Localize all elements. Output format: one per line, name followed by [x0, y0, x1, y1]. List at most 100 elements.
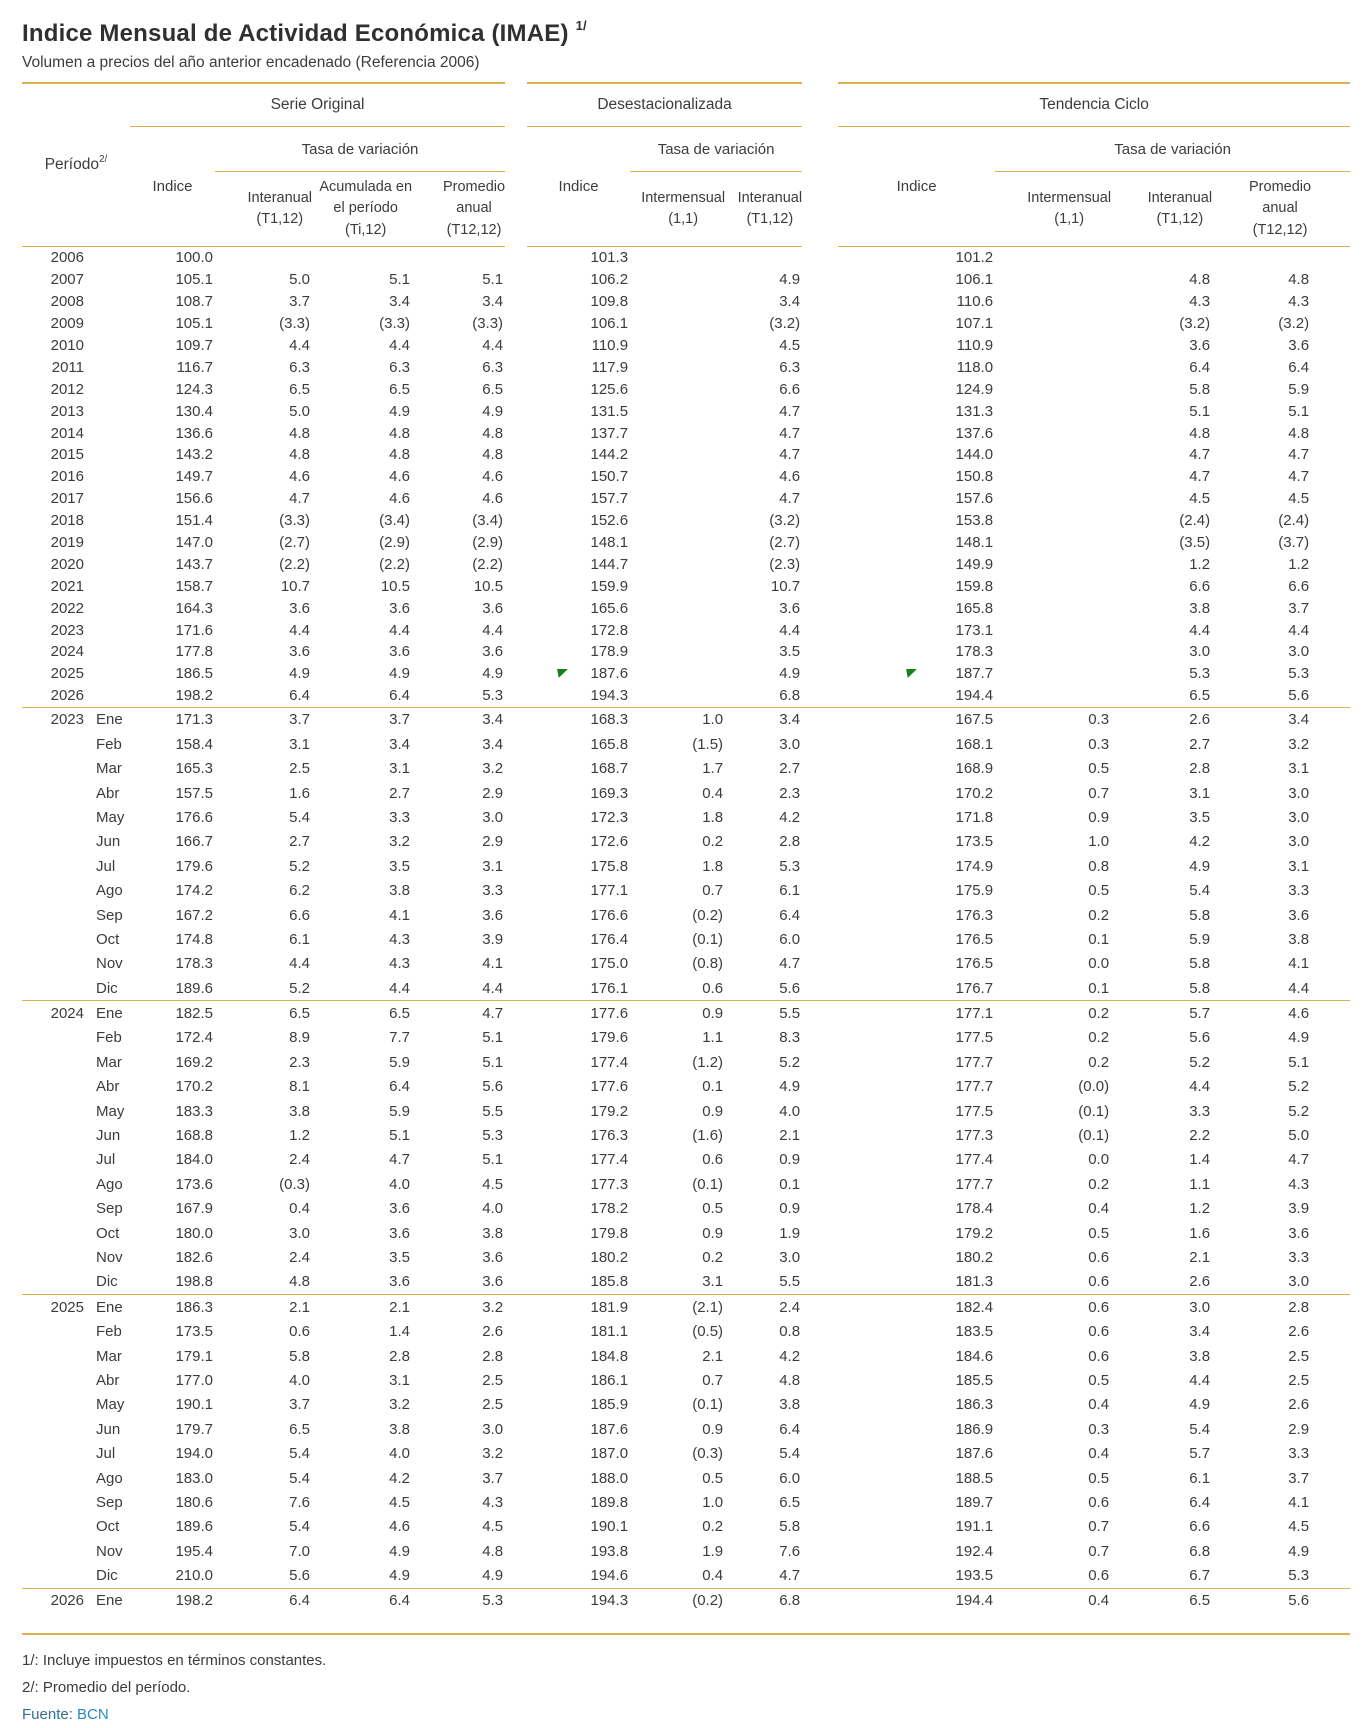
- cell-value: 3.4: [482, 735, 504, 753]
- group-spacer: [505, 878, 527, 902]
- group-spacer: [505, 1172, 527, 1196]
- cell-value: 149.7: [175, 468, 214, 486]
- cell-value: 2.4: [289, 1248, 311, 1266]
- cell-value: 5.3: [1189, 665, 1211, 683]
- cell-value: 6.4: [1288, 358, 1310, 376]
- footnotes: 1/: Incluye impuestos en términos consta…: [22, 1647, 1350, 1728]
- cell-value: 5.4: [289, 808, 311, 826]
- cell-value: 181.9: [527, 1294, 631, 1320]
- cell-value: 182.4: [838, 1294, 996, 1320]
- cell-value: 157.7: [590, 490, 629, 508]
- cell-value: 179.8: [590, 1224, 629, 1242]
- cell-value: 164.3: [175, 599, 214, 617]
- row-pad: [1311, 1393, 1350, 1417]
- cell-value: 3.0: [1189, 643, 1211, 661]
- cell-year: [22, 927, 84, 951]
- table-row: 2026 198.2 6.4 6.4 5.3 194.3 6.8 194.4 6.5 5.6: [22, 685, 1350, 707]
- cell-value: 4.0: [289, 1371, 311, 1389]
- row-pad: [1311, 1000, 1351, 1026]
- cell-year: [22, 1393, 84, 1417]
- cell-value: 7.7: [389, 1029, 411, 1047]
- cell-value: 5.2: [1288, 1102, 1310, 1120]
- cell-value: 4.4: [482, 621, 504, 639]
- table-row: 2019 147.0 (2.7) (2.9) (2.9) 148.1 (2.7) 148.1 (…: [22, 532, 1350, 554]
- cell-value: 6.0: [779, 930, 801, 948]
- table-row: Nov 182.6 2.4 3.5 3.6 180.2 0.2 3.0 180.2 0.6 2.1 3…: [22, 1245, 1350, 1269]
- cell-value: 5.6: [1288, 687, 1310, 705]
- cell-value: 4.4: [1189, 1078, 1211, 1096]
- cell-value: 3.7: [482, 1469, 504, 1487]
- cell-value: [630, 269, 725, 291]
- group-spacer: [505, 422, 527, 444]
- cell-month: [84, 269, 130, 291]
- cell-value: 181.1: [590, 1323, 629, 1341]
- cell-value: 2.8: [1189, 760, 1211, 778]
- source-link[interactable]: BCN: [77, 1706, 109, 1724]
- cell-value: 0.5: [1088, 1371, 1110, 1389]
- group-spacer: [802, 488, 838, 510]
- cell-month: [84, 466, 130, 488]
- cell-value: 0.6: [289, 1323, 311, 1341]
- cell-value: 8.9: [289, 1029, 311, 1047]
- cell-month: Jul: [96, 857, 116, 875]
- cell-month: Dic: [96, 979, 118, 997]
- cell-value: 5.8: [1189, 906, 1211, 924]
- cell-value: 4.5: [1189, 490, 1211, 508]
- cell-value: 3.6: [289, 599, 311, 617]
- cell-value: 177.7: [955, 1053, 994, 1071]
- cell-value: 3.6: [482, 1273, 504, 1291]
- cell-value: 110.9: [591, 337, 629, 354]
- cell-value: 183.5: [955, 1323, 994, 1341]
- table-row: 2022 164.3 3.6 3.6 3.6 165.6 3.6 165.8 3.8 3.7: [22, 597, 1350, 619]
- table-row: Jul 184.0 2.4 4.7 5.1 177.4 0.6 0.9 177.4 0.0 1.4 4…: [22, 1148, 1350, 1172]
- cell-value: 1.0: [702, 1493, 724, 1511]
- cell-value: 4.6: [289, 468, 311, 486]
- row-pad: [1311, 1368, 1350, 1392]
- cell-value: 194.6: [590, 1567, 629, 1585]
- cell-value: 0.5: [1088, 760, 1110, 778]
- group-spacer: [802, 356, 838, 378]
- cell-value: 6.1: [779, 882, 801, 900]
- cell-year: [22, 1197, 84, 1221]
- cell-value: 2.8: [389, 1347, 411, 1365]
- cell-value: 4.4: [389, 979, 411, 997]
- cell-value: 4.8: [289, 424, 311, 442]
- cell-value: (2.9): [379, 534, 411, 552]
- cell-value: 131.5: [590, 402, 629, 420]
- cell-value: 5.2: [289, 979, 311, 997]
- cell-value: 3.2: [389, 833, 411, 851]
- table-row: 2006 100.0 101.3 101.2: [22, 247, 1350, 269]
- cell-value: [995, 444, 1111, 466]
- cell-value: 2.6: [482, 1323, 504, 1341]
- cell-value: 3.6: [389, 599, 411, 617]
- cell-value: 3.2: [412, 1294, 506, 1320]
- cell-value: 168.7: [590, 760, 629, 778]
- cell-value: 4.9: [1189, 1396, 1211, 1414]
- cell-value: 0.2: [702, 1518, 724, 1536]
- cell-value: 3.4: [725, 706, 803, 733]
- cell-year: [22, 1123, 84, 1147]
- table-row: Ago 173.6 (0.3) 4.0 4.5 177.3 (0.1) 0.1 177.7 0.2…: [22, 1172, 1350, 1196]
- cell-value: 172.6: [590, 833, 629, 851]
- cell-year: [22, 1515, 84, 1539]
- cell-value: 108.7: [175, 293, 214, 311]
- group-spacer: [505, 335, 527, 357]
- group-spacer: [802, 805, 838, 829]
- cell-month: [84, 663, 130, 685]
- cell-value: 3.6: [1288, 1224, 1310, 1242]
- row-pad: [1311, 422, 1350, 444]
- revision-flag-icon: [906, 668, 918, 678]
- cell-value: 0.4: [1088, 1445, 1110, 1463]
- cell-value: 117.9: [591, 358, 629, 376]
- cell-value: 4.7: [289, 490, 311, 508]
- cell-value: 180.2: [955, 1248, 994, 1266]
- group-spacer: [505, 732, 527, 756]
- group-spacer: [802, 1123, 838, 1147]
- group-spacer: [505, 781, 527, 805]
- cell-value: 182.5: [130, 1000, 216, 1026]
- cell-value: 3.1: [289, 735, 311, 753]
- cell-value: 173.5: [955, 833, 994, 851]
- cell-value: (2.2): [379, 555, 411, 573]
- table-row: Feb 173.5 0.6 1.4 2.6 181.1 (0.5) 0.8 183.5 0.6 3.…: [22, 1319, 1350, 1343]
- cell-value: 186.3: [130, 1294, 216, 1320]
